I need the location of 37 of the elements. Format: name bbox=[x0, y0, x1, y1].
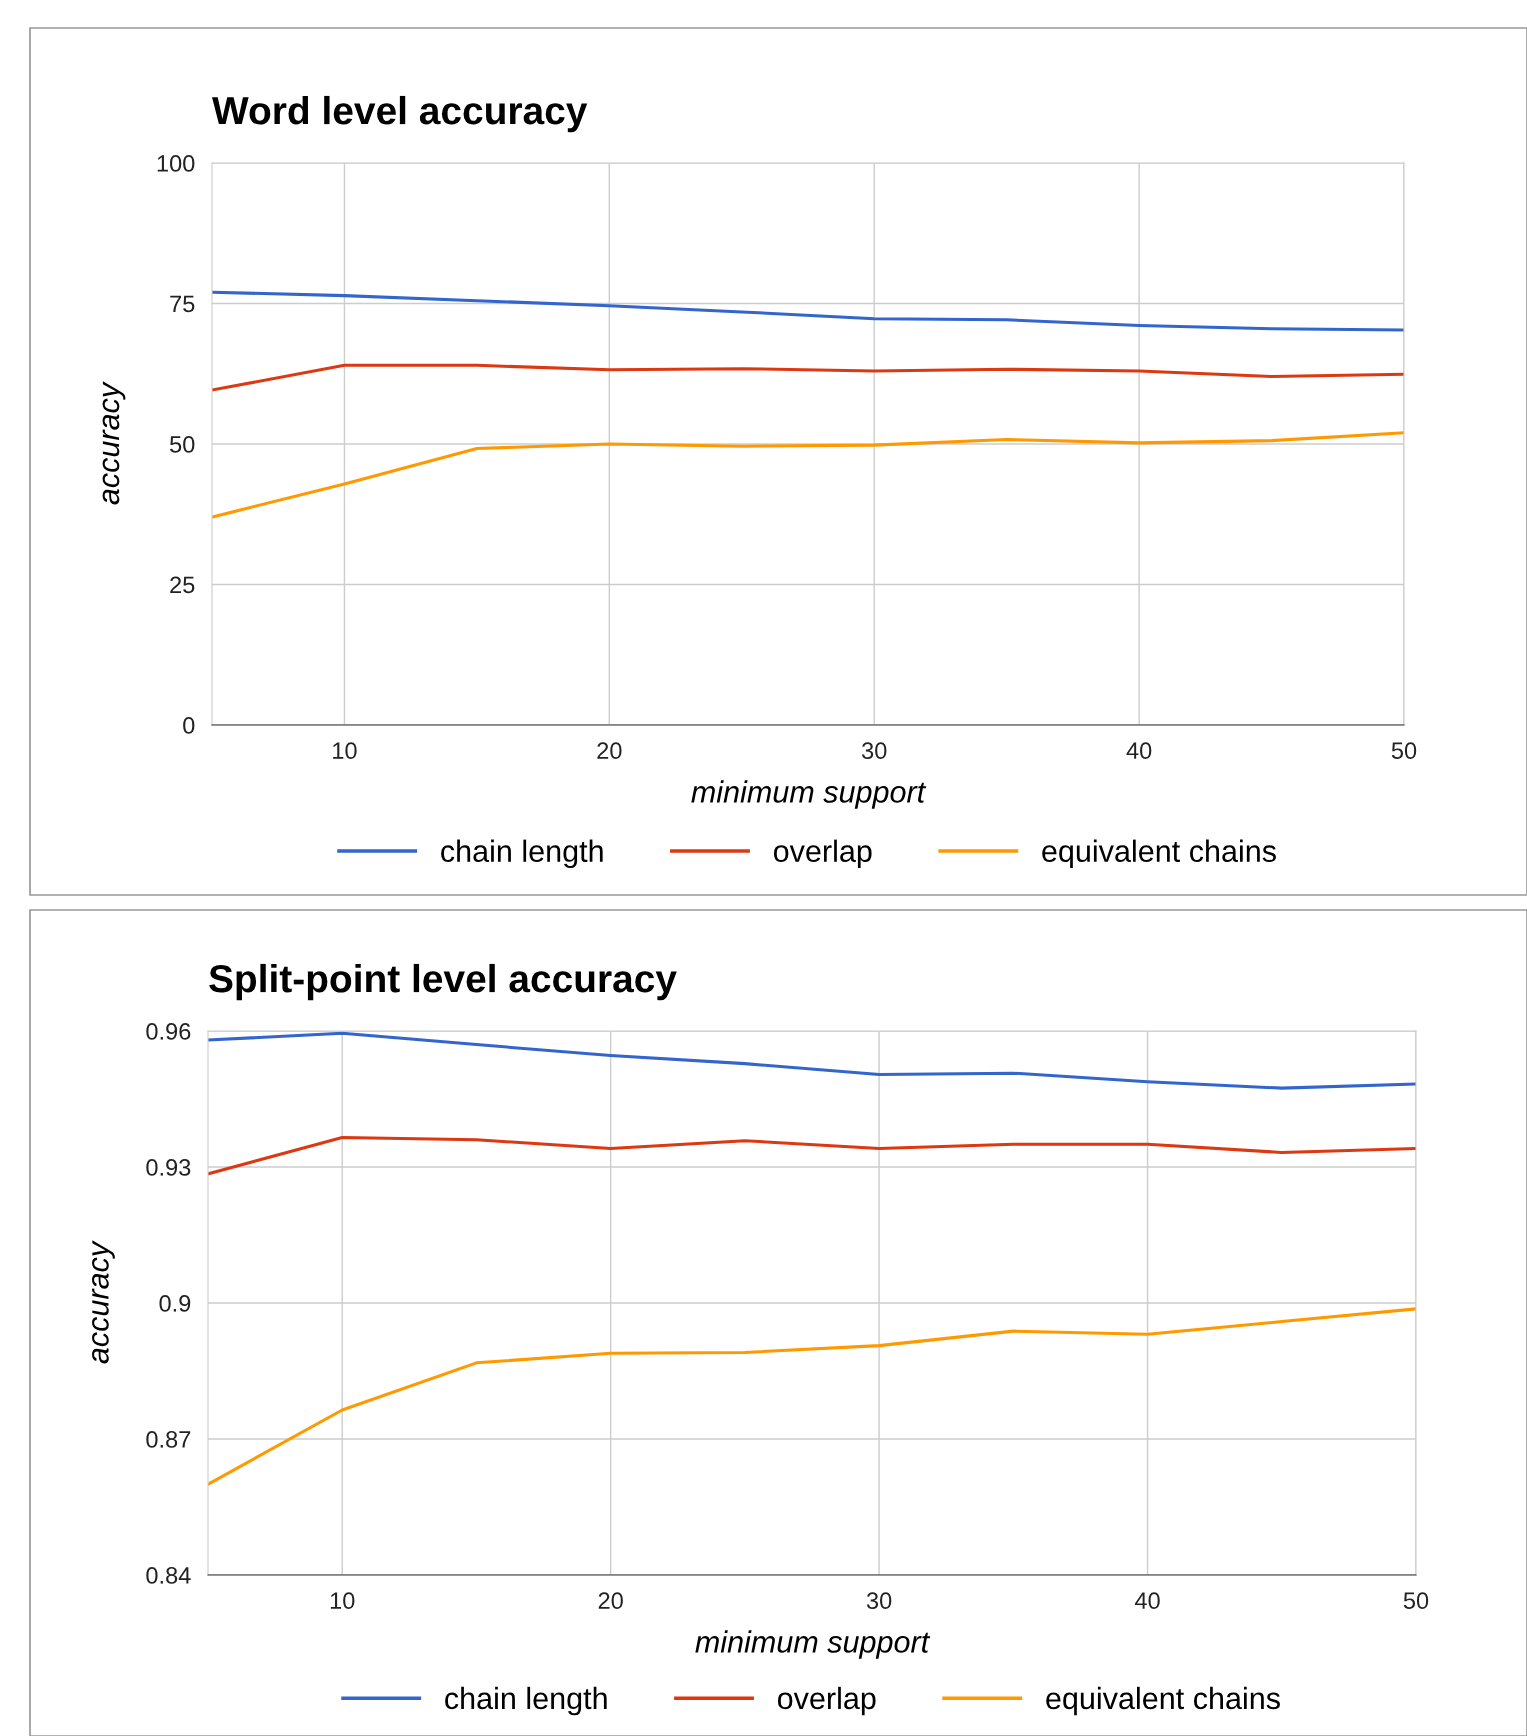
line-series bbox=[212, 431, 1404, 519]
line-series bbox=[208, 1136, 1416, 1176]
y-tick-label: 0.96 bbox=[146, 1023, 191, 1040]
x-tick-label: 30 bbox=[866, 1592, 892, 1610]
x-axis-title: minimum support bbox=[691, 780, 927, 809]
chart-title: Split-point level accuracy bbox=[209, 963, 677, 1001]
legend-label: overlap bbox=[777, 1686, 876, 1716]
y-tick-label: 0 bbox=[183, 717, 195, 734]
x-tick-label: 50 bbox=[1403, 1592, 1429, 1610]
y-tick-label: 0.93 bbox=[146, 1159, 191, 1176]
y-axis-title: accuracy bbox=[102, 381, 126, 505]
y-axis-title: accuracy bbox=[92, 1240, 115, 1364]
legend-label: equivalent chains bbox=[1046, 1686, 1280, 1716]
chart-title: Word level accuracy bbox=[212, 95, 588, 133]
legend-label: chain length bbox=[445, 1686, 607, 1716]
y-tick-label: 0.84 bbox=[146, 1567, 191, 1584]
x-tick-label: 40 bbox=[1134, 1592, 1160, 1610]
y-tick-label: 50 bbox=[170, 436, 195, 453]
line-series bbox=[208, 1307, 1416, 1486]
x-tick-label: 10 bbox=[333, 742, 357, 760]
x-tick-label: 20 bbox=[598, 1592, 623, 1610]
line-series bbox=[212, 290, 1404, 332]
legend-label: chain length bbox=[441, 839, 603, 869]
line-series bbox=[212, 363, 1404, 392]
x-tick-label: 10 bbox=[330, 1592, 355, 1610]
x-tick-label: 20 bbox=[597, 742, 622, 760]
y-tick-label: 25 bbox=[170, 576, 195, 594]
x-tick-label: 40 bbox=[1126, 742, 1152, 760]
y-tick-label: 0.87 bbox=[146, 1431, 191, 1448]
legend-label: equivalent chains bbox=[1042, 839, 1276, 869]
x-tick-label: 50 bbox=[1391, 742, 1417, 760]
y-tick-label: 100 bbox=[157, 155, 195, 172]
legend-label: overlap bbox=[773, 839, 872, 869]
x-tick-label: 30 bbox=[861, 742, 887, 760]
x-axis-title: minimum support bbox=[695, 1630, 931, 1659]
y-tick-label: 75 bbox=[170, 295, 195, 313]
y-tick-label: 0.9 bbox=[159, 1295, 191, 1312]
